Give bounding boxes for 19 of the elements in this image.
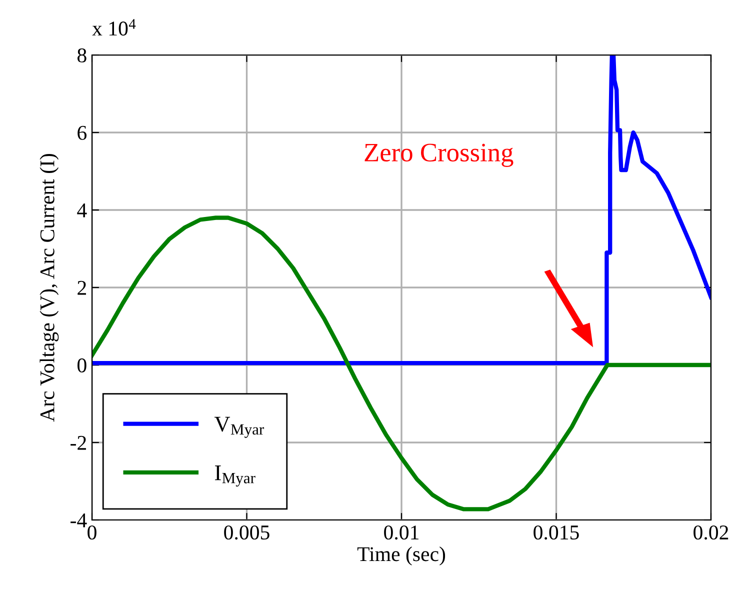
x-axis-title: Time (sec) — [357, 546, 446, 566]
y-tick-label: 8 — [78, 48, 86, 62]
x-tick-label: 0 — [88, 525, 96, 540]
y-tick-label: 2 — [78, 280, 86, 295]
y-tick-label: 0 — [78, 358, 86, 372]
x-tick-label: 0.02 — [694, 525, 728, 540]
y-tick-label: 4 — [77, 204, 87, 218]
x-tick-label: 0.01 — [384, 525, 418, 540]
y-tick-label: -4 — [70, 514, 87, 528]
x-tick-label: 0.005 — [224, 525, 270, 540]
y-tick-label: -2 — [70, 436, 86, 450]
annotation: Zero Crossing — [364, 144, 514, 167]
y-tick-label: 6 — [78, 126, 87, 140]
y-axis-title: Arc Voltage (V), Arc Current (I) — [40, 154, 59, 422]
text: x 10$^{4}$ — [92, 19, 136, 36]
legend-label: I$_{Myar}$ — [215, 466, 256, 487]
x-tick-label: 0.015 — [534, 525, 579, 540]
line-series — [92, 216, 711, 512]
legend-label: V$_{Myar}$ — [214, 416, 264, 438]
